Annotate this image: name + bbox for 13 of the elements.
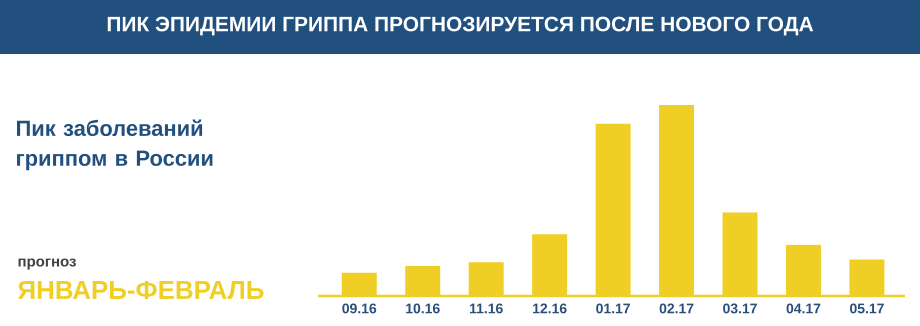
text: Пик заболеваний гриппом в России bbox=[16, 120, 212, 170]
x-tick-label: 11.16 bbox=[470, 304, 503, 314]
text: прогноз bbox=[18, 258, 76, 270]
x-tick-label: 05.17 bbox=[850, 304, 884, 314]
x-tick-label: 09.16 bbox=[342, 304, 376, 314]
x-tick-label: 01.17 bbox=[596, 304, 630, 314]
x-tick-label: 04.17 bbox=[786, 304, 820, 314]
text: ЯНВАРЬ-ФЕВРАЛЬ bbox=[18, 280, 264, 300]
chart-title: ПИК ЭПИДЕМИИ ГРИППА ПРОГНОЗИРУЕТСЯ ПОСЛЕ НОВОГО ГОДА bbox=[108, 16, 814, 36]
x-tick-label: 02.17 bbox=[660, 304, 694, 314]
x-tick-label: 12.16 bbox=[533, 304, 567, 314]
x-tick-label: 03.17 bbox=[723, 304, 757, 314]
x-tick-label: 10.16 bbox=[406, 304, 440, 314]
